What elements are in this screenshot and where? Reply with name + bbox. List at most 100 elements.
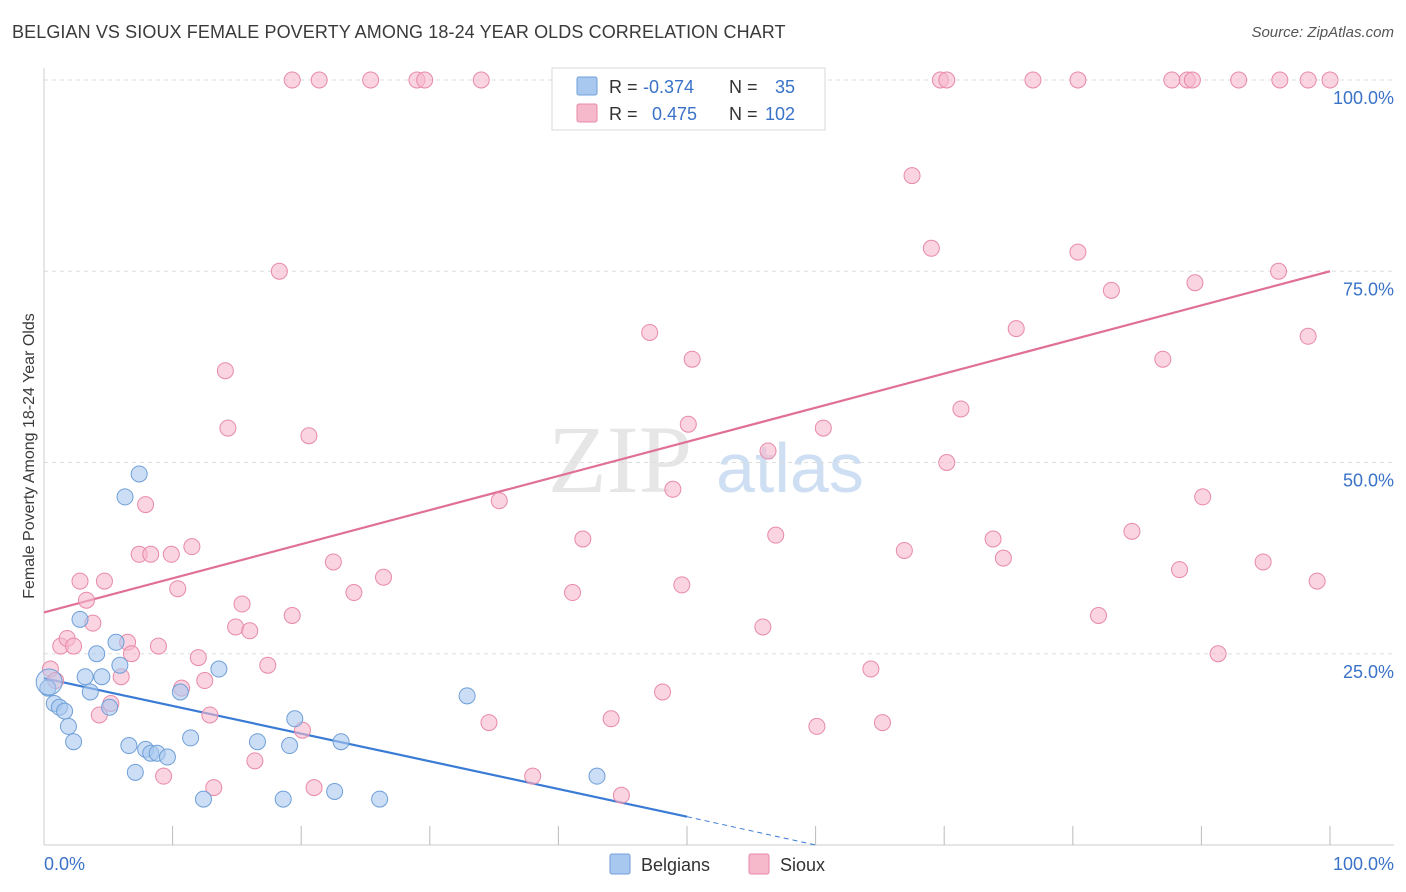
sioux-point-34	[270, 262, 288, 280]
belgians-r-label: R =	[609, 77, 638, 97]
belgians-point-10	[93, 668, 111, 686]
sioux-point-69	[938, 454, 956, 471]
sioux-point-52	[602, 710, 620, 728]
sioux-point-93	[1163, 71, 1181, 89]
belgians-point-22	[171, 683, 189, 701]
sioux-point-42	[283, 71, 301, 89]
sioux-point-98	[1299, 71, 1317, 89]
sioux-point-20	[169, 580, 187, 598]
belgians-point-8	[81, 683, 99, 701]
belgians-point-0	[39, 679, 57, 697]
sioux-point-50	[564, 584, 582, 602]
belgians-point-32	[371, 790, 389, 808]
sioux-point-53	[641, 323, 659, 341]
belgians-swatch	[576, 76, 598, 96]
legend-sioux-label: Sioux	[780, 855, 825, 875]
source-label: Source: ZipAtlas.com	[1251, 24, 1394, 41]
belgians-cluster-point	[35, 668, 63, 696]
belgians-point-14	[116, 488, 134, 506]
sioux-point-76	[1102, 281, 1120, 299]
sioux-point-4	[65, 637, 83, 655]
belgians-point-26	[248, 733, 266, 751]
sioux-point-68	[922, 239, 940, 257]
sioux-point-60	[759, 442, 777, 460]
legend-sioux-swatch	[748, 853, 770, 875]
sioux-point-48	[480, 714, 498, 732]
sioux-point-23	[189, 649, 207, 667]
sioux-point-99	[1321, 71, 1339, 89]
belgians-r-value: -0.374	[643, 77, 694, 97]
sioux-point-67	[903, 167, 921, 185]
sioux-point-65	[873, 714, 891, 732]
sioux-point-43	[310, 71, 328, 89]
sioux-point-37	[300, 427, 318, 445]
sioux-point-63	[814, 419, 832, 437]
sioux-point-86	[1308, 572, 1326, 590]
sioux-point-55	[664, 480, 682, 498]
y-tick-label-50: 50.0%	[1343, 471, 1394, 491]
belgians-point-28	[281, 737, 299, 755]
y-axis-label: Female Poverty Among 18-24 Year Olds	[21, 313, 38, 599]
x-tick-labels: 0.0% 100.0%	[44, 854, 1394, 874]
belgians-trend-line-extension	[686, 816, 816, 846]
sioux-point-22	[183, 538, 201, 556]
belgians-n-value: 35	[775, 77, 795, 97]
y-tick-labels: 25.0% 50.0% 75.0% 100.0%	[1333, 88, 1394, 682]
belgians-n-label: N =	[729, 77, 758, 97]
sioux-point-24	[196, 672, 214, 690]
gridlines	[44, 79, 1394, 655]
sioux-point-30	[233, 595, 251, 613]
y-tick-label-75: 75.0%	[1343, 279, 1394, 299]
sioux-point-35	[283, 607, 301, 624]
watermark: ZIP atlas	[548, 406, 864, 513]
sioux-n-value: 102	[765, 104, 795, 124]
sioux-r-value: 0.475	[652, 104, 697, 124]
sioux-point-26	[205, 779, 223, 797]
belgians-point-24	[194, 790, 212, 808]
belgians-point-16	[126, 763, 144, 781]
sioux-point-73	[1007, 320, 1025, 338]
belgians-point-25	[210, 660, 228, 678]
sioux-point-62	[808, 717, 826, 735]
sioux-point-49	[490, 492, 508, 510]
sioux-point-75	[1090, 607, 1108, 624]
sioux-point-16	[142, 545, 160, 563]
belgians-point-13	[111, 656, 129, 674]
sioux-point-17	[149, 637, 167, 655]
sioux-point-54	[654, 683, 672, 701]
sioux-point-80	[1186, 274, 1204, 292]
sioux-point-96	[1230, 71, 1248, 89]
trend-lines	[43, 270, 1331, 846]
belgians-point-15	[120, 737, 138, 755]
sioux-point-81	[1194, 488, 1212, 506]
belgians-point-6	[71, 610, 89, 628]
sioux-point-28	[219, 419, 237, 437]
bottom-legend: Belgians Sioux	[609, 853, 825, 875]
sioux-n-label: N =	[729, 104, 758, 124]
chart-title: BELGIAN VS SIOUX FEMALE POVERTY AMONG 18…	[12, 22, 786, 42]
belgians-point-9	[88, 645, 106, 663]
belgians-point-29	[286, 710, 304, 728]
sioux-point-77	[1123, 522, 1141, 540]
stats-legend: R = -0.374 N = 35 R = 0.475 N = 102	[551, 67, 826, 131]
sioux-point-100	[524, 767, 542, 785]
sioux-point-71	[984, 530, 1002, 548]
sioux-point-57	[679, 415, 697, 433]
belgians-point-31	[332, 733, 350, 751]
sioux-point-83	[1254, 553, 1272, 571]
legend-belgians-swatch	[609, 853, 631, 875]
sioux-point-101	[612, 786, 630, 804]
sioux-point-82	[1209, 645, 1227, 663]
sioux-point-66	[895, 541, 913, 559]
watermark-atlas: atlas	[716, 429, 864, 507]
belgians-point-4	[59, 717, 77, 735]
sioux-point-64	[862, 660, 880, 678]
sioux-point-95	[1183, 71, 1201, 89]
sioux-point-79	[1171, 561, 1189, 579]
sioux-point-39	[324, 553, 342, 571]
sioux-point-13	[122, 645, 140, 663]
sioux-point-18	[155, 767, 173, 785]
sioux-point-32	[246, 752, 264, 770]
sioux-point-74	[1069, 243, 1087, 261]
sioux-point-9	[95, 572, 113, 590]
